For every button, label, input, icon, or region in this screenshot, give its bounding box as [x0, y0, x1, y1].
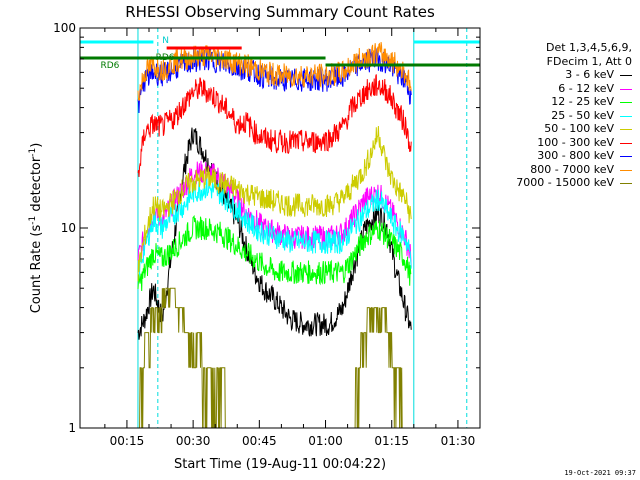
legend-label: 300 - 800 keV	[537, 149, 614, 162]
legend-swatch	[620, 102, 632, 103]
legend-label: 25 - 50 keV	[551, 108, 614, 122]
series-line-25-50-kev	[137, 176, 412, 276]
legend-entry: 100 - 300 keV	[472, 136, 632, 150]
y-axis-label-sup: -1	[28, 216, 38, 225]
legend-entry: 300 - 800 keV	[472, 149, 632, 163]
y-axis-label: Count Rate (s-1 detector-1)	[28, 143, 44, 314]
y-ticks: 1 10 100	[53, 21, 480, 435]
legend-swatch	[620, 115, 632, 117]
legend-entry: 3 - 6 keV	[472, 68, 632, 82]
series-line-12-25-kev	[137, 214, 412, 292]
x-tick-label: 01:00	[308, 434, 343, 448]
legend-swatch	[620, 183, 632, 184]
legend: Det 1,3,4,5,6,9, FDecim 1, Att 0 3 - 6 k…	[472, 41, 632, 190]
x-axis-label: Start Time (19-Aug-11 00:04:22)	[174, 457, 386, 472]
y-axis-label-sup2: -1	[28, 148, 38, 157]
legend-label: 100 - 300 keV	[537, 135, 614, 149]
legend-entry: 50 - 100 keV	[472, 122, 632, 136]
y-axis-label-tail: detector	[29, 156, 44, 216]
annotation-label: N	[162, 36, 169, 46]
legend-label: 3 - 6 keV	[565, 68, 614, 81]
legend-swatch	[620, 156, 632, 157]
x-tick-label: 01:30	[441, 434, 476, 448]
legend-swatch	[620, 142, 632, 144]
legend-label: 800 - 7000 keV	[530, 162, 614, 176]
annotation-label: RD6	[100, 61, 119, 71]
y-axis-label-main: Count Rate (s	[29, 225, 44, 314]
legend-swatch	[620, 75, 632, 76]
legend-swatch	[620, 129, 632, 130]
series-line-3-6-kev	[137, 127, 412, 340]
legend-entry: 6 - 12 keV	[472, 82, 632, 96]
legend-entry: 7000 - 15000 keV	[472, 176, 632, 190]
legend-swatch	[620, 88, 632, 90]
legend-entry: 12 - 25 keV	[472, 95, 632, 109]
x-ticks: 00:15 00:30 00:45 01:00 01:15 01:30	[104, 28, 476, 448]
series-line-100-300-kev	[137, 74, 412, 178]
annotation-label: RD6	[156, 53, 175, 63]
legend-entry: 25 - 50 keV	[472, 109, 632, 123]
x-tick-label: 01:15	[374, 434, 409, 448]
y-tick-label: 1	[68, 421, 76, 435]
plot-layer: RD6 RD6 N	[80, 28, 480, 429]
y-axis-label-end: )	[29, 143, 44, 148]
y-tick-label: 10	[61, 221, 76, 235]
chart-title: RHESSI Observing Summary Count Rates	[125, 3, 435, 21]
legend-header-line-1: Det 1,3,4,5,6,9,	[545, 41, 632, 54]
legend-header-line-2: FDecim 1, Att 0	[546, 54, 632, 68]
x-tick-label: 00:15	[110, 434, 145, 448]
legend-label: 50 - 100 keV	[544, 122, 614, 135]
plot-timestamp: 19-Oct-2021 09:37	[564, 469, 636, 477]
legend-rows: 3 - 6 keV 6 - 12 keV 12 - 25 keV 25 - 50 ke…	[472, 68, 632, 190]
x-tick-label: 00:30	[176, 434, 211, 448]
x-tick-label: 00:45	[242, 434, 277, 448]
y-tick-label: 100	[53, 21, 76, 35]
legend-label: 7000 - 15000 keV	[516, 176, 614, 189]
legend-label: 6 - 12 keV	[558, 81, 614, 95]
series-line-50-100-kev	[137, 125, 412, 282]
legend-entry: 800 - 7000 keV	[472, 163, 632, 177]
legend-swatch	[620, 169, 632, 171]
legend-label: 12 - 25 keV	[551, 95, 614, 108]
